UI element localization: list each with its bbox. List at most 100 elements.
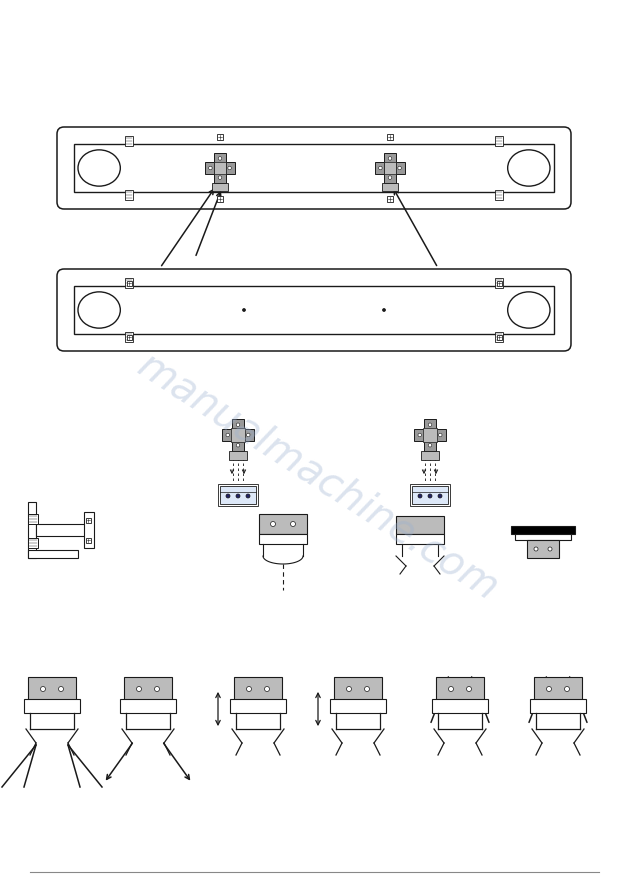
- Bar: [259, 534, 307, 544]
- Bar: [410, 484, 450, 506]
- Bar: [125, 136, 133, 146]
- Ellipse shape: [226, 433, 230, 437]
- Bar: [387, 196, 393, 202]
- Bar: [74, 286, 554, 334]
- Ellipse shape: [155, 687, 160, 691]
- Ellipse shape: [379, 166, 382, 170]
- Bar: [515, 534, 571, 540]
- Bar: [126, 335, 131, 339]
- Bar: [384, 153, 396, 183]
- Bar: [205, 163, 235, 174]
- Ellipse shape: [237, 423, 240, 427]
- Ellipse shape: [270, 522, 276, 527]
- Ellipse shape: [218, 156, 222, 160]
- Bar: [375, 163, 405, 174]
- Ellipse shape: [508, 292, 550, 328]
- Ellipse shape: [136, 687, 142, 691]
- Ellipse shape: [236, 494, 240, 498]
- Bar: [126, 280, 131, 286]
- Bar: [24, 699, 80, 713]
- Ellipse shape: [548, 547, 552, 551]
- Bar: [530, 699, 586, 713]
- Ellipse shape: [247, 687, 252, 691]
- Bar: [496, 280, 501, 286]
- Ellipse shape: [78, 150, 120, 186]
- Ellipse shape: [246, 494, 250, 498]
- Ellipse shape: [547, 687, 552, 691]
- Bar: [125, 278, 133, 288]
- Bar: [220, 486, 256, 504]
- Ellipse shape: [428, 494, 432, 498]
- Ellipse shape: [265, 687, 269, 691]
- Bar: [511, 526, 575, 534]
- Bar: [217, 196, 223, 202]
- Bar: [496, 335, 501, 339]
- Ellipse shape: [209, 166, 212, 170]
- Ellipse shape: [237, 444, 240, 447]
- Bar: [28, 502, 36, 558]
- Ellipse shape: [428, 444, 431, 447]
- Ellipse shape: [564, 687, 569, 691]
- Ellipse shape: [226, 494, 230, 498]
- FancyBboxPatch shape: [57, 269, 571, 351]
- Ellipse shape: [428, 423, 431, 427]
- Ellipse shape: [438, 433, 442, 437]
- Ellipse shape: [347, 687, 352, 691]
- Bar: [423, 429, 437, 442]
- Bar: [28, 538, 38, 548]
- Bar: [222, 429, 254, 441]
- Bar: [384, 162, 396, 174]
- Bar: [120, 699, 176, 713]
- Bar: [124, 677, 172, 701]
- Ellipse shape: [467, 687, 472, 691]
- Bar: [84, 512, 94, 548]
- Bar: [36, 524, 88, 536]
- Bar: [125, 190, 133, 200]
- Ellipse shape: [438, 494, 442, 498]
- Bar: [28, 677, 76, 701]
- Bar: [495, 332, 503, 342]
- Ellipse shape: [228, 166, 231, 170]
- Bar: [86, 538, 91, 543]
- Bar: [382, 183, 398, 191]
- Bar: [217, 134, 223, 140]
- Bar: [214, 153, 226, 183]
- Bar: [259, 514, 307, 534]
- Bar: [412, 486, 448, 504]
- Ellipse shape: [364, 687, 369, 691]
- Bar: [230, 451, 247, 460]
- Bar: [214, 162, 226, 174]
- Ellipse shape: [243, 308, 245, 312]
- Bar: [74, 144, 554, 192]
- Ellipse shape: [40, 687, 45, 691]
- Ellipse shape: [291, 522, 296, 527]
- Ellipse shape: [382, 308, 386, 312]
- Bar: [218, 484, 258, 506]
- Bar: [232, 419, 244, 451]
- Bar: [527, 540, 559, 558]
- FancyBboxPatch shape: [57, 127, 571, 209]
- Bar: [424, 419, 436, 451]
- Bar: [396, 516, 444, 534]
- Bar: [414, 429, 446, 441]
- Bar: [28, 514, 38, 524]
- Ellipse shape: [388, 156, 392, 160]
- Bar: [421, 451, 438, 460]
- Bar: [125, 332, 133, 342]
- Bar: [230, 699, 286, 713]
- Bar: [495, 278, 503, 288]
- Ellipse shape: [58, 687, 64, 691]
- Bar: [495, 190, 503, 200]
- Ellipse shape: [247, 433, 250, 437]
- Bar: [330, 699, 386, 713]
- Bar: [387, 134, 393, 140]
- Ellipse shape: [418, 433, 421, 437]
- Bar: [231, 429, 245, 442]
- Ellipse shape: [508, 150, 550, 186]
- Bar: [86, 518, 91, 522]
- Ellipse shape: [218, 176, 222, 179]
- Text: manualmachine.com: manualmachine.com: [130, 346, 505, 608]
- Bar: [534, 677, 582, 701]
- Bar: [432, 699, 488, 713]
- Ellipse shape: [418, 494, 422, 498]
